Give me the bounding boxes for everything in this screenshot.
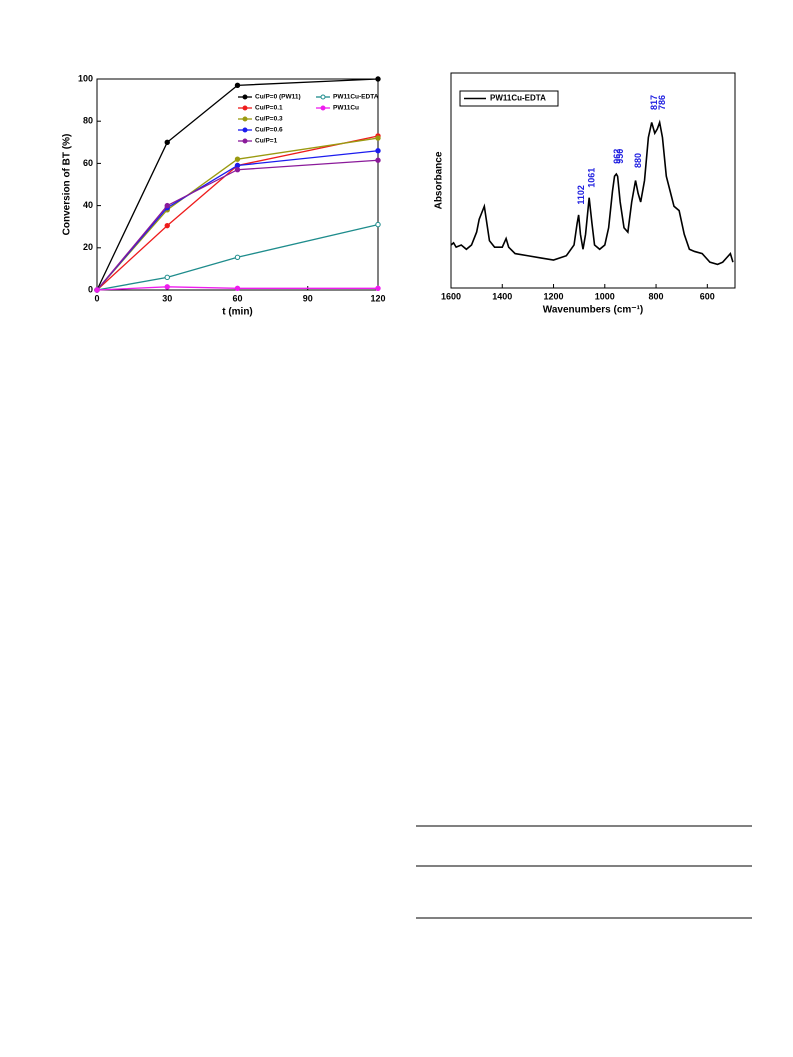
- y-axis-label: Absorbance: [434, 151, 445, 209]
- data-point: [234, 254, 241, 260]
- legend-marker: [242, 138, 248, 144]
- data-point: [164, 274, 170, 281]
- data-point: [234, 156, 241, 162]
- series-line: [96, 159, 379, 291]
- data-point: [164, 202, 170, 209]
- x-tick-label: 600: [700, 291, 715, 301]
- x-tick-label: 30: [162, 293, 172, 303]
- data-point: [375, 285, 381, 292]
- legend-label: PW11Cu-EDTA: [333, 94, 379, 101]
- x-tick-label: 120: [370, 293, 385, 303]
- peak-label: 1102: [576, 185, 586, 205]
- series-line: [96, 150, 379, 291]
- data-point: [234, 285, 241, 292]
- data-point: [375, 148, 381, 154]
- x-tick-label: 1400: [492, 291, 512, 301]
- data-point: [375, 221, 381, 228]
- data-point: [375, 76, 381, 82]
- legend-marker: [320, 94, 326, 100]
- legend-box: [459, 90, 559, 107]
- legend-marker: [242, 94, 248, 100]
- y-tick-label: 80: [83, 116, 93, 126]
- legend-marker: [242, 116, 248, 122]
- legend-label: Cu/P=0.1: [255, 105, 283, 112]
- series-line: [96, 137, 379, 291]
- data-point: [164, 284, 170, 290]
- x-tick-label: 1600: [441, 291, 461, 301]
- peak-label: 880: [633, 153, 643, 168]
- plot-frame: [450, 72, 736, 289]
- data-point: [94, 287, 100, 293]
- legend-marker: [242, 127, 248, 133]
- peak-label: 817: [649, 95, 659, 110]
- series-line: [450, 119, 734, 266]
- legend-label: PW11Cu-EDTA: [490, 94, 546, 103]
- y-axis-label: Conversion of BT (%): [62, 134, 73, 236]
- series-line: [96, 135, 379, 291]
- data-point: [164, 139, 170, 146]
- peak-label: 962: [612, 149, 622, 164]
- data-point: [164, 222, 170, 229]
- x-tick-label: 90: [303, 293, 313, 303]
- legend-marker: [242, 105, 248, 111]
- legend-label: PW11Cu: [333, 105, 359, 112]
- x-tick-label: 800: [649, 291, 664, 301]
- legend-label: Cu/P=0 (PW11): [255, 94, 301, 101]
- y-tick-label: 100: [78, 73, 93, 83]
- x-tick-label: 1200: [544, 291, 564, 301]
- peak-label: 950: [615, 149, 625, 164]
- peak-label: 1061: [587, 168, 597, 188]
- y-tick-label: 60: [83, 158, 93, 168]
- legend-label: Cu/P=0.6: [255, 127, 283, 134]
- legend-label: Cu/P=1: [255, 138, 278, 145]
- series-line: [96, 223, 379, 291]
- y-tick-label: 0: [88, 284, 93, 294]
- series-line: [96, 78, 379, 291]
- legend-label: Cu/P=0.3: [255, 116, 283, 123]
- x-tick-label: 0: [94, 293, 99, 303]
- x-axis-label: t (min): [222, 307, 253, 318]
- data-point: [234, 82, 241, 89]
- data-point: [375, 157, 381, 163]
- y-tick-label: 20: [83, 242, 93, 252]
- series-line: [96, 286, 378, 291]
- x-tick-label: 1000: [595, 291, 615, 301]
- peak-label: 786: [657, 95, 667, 110]
- legend-marker: [320, 105, 326, 111]
- data-point: [375, 135, 381, 141]
- data-point: [234, 167, 241, 173]
- x-axis-label: Wavenumbers (cm⁻¹): [543, 305, 643, 316]
- x-tick-label: 60: [232, 293, 242, 303]
- y-tick-label: 40: [83, 200, 93, 210]
